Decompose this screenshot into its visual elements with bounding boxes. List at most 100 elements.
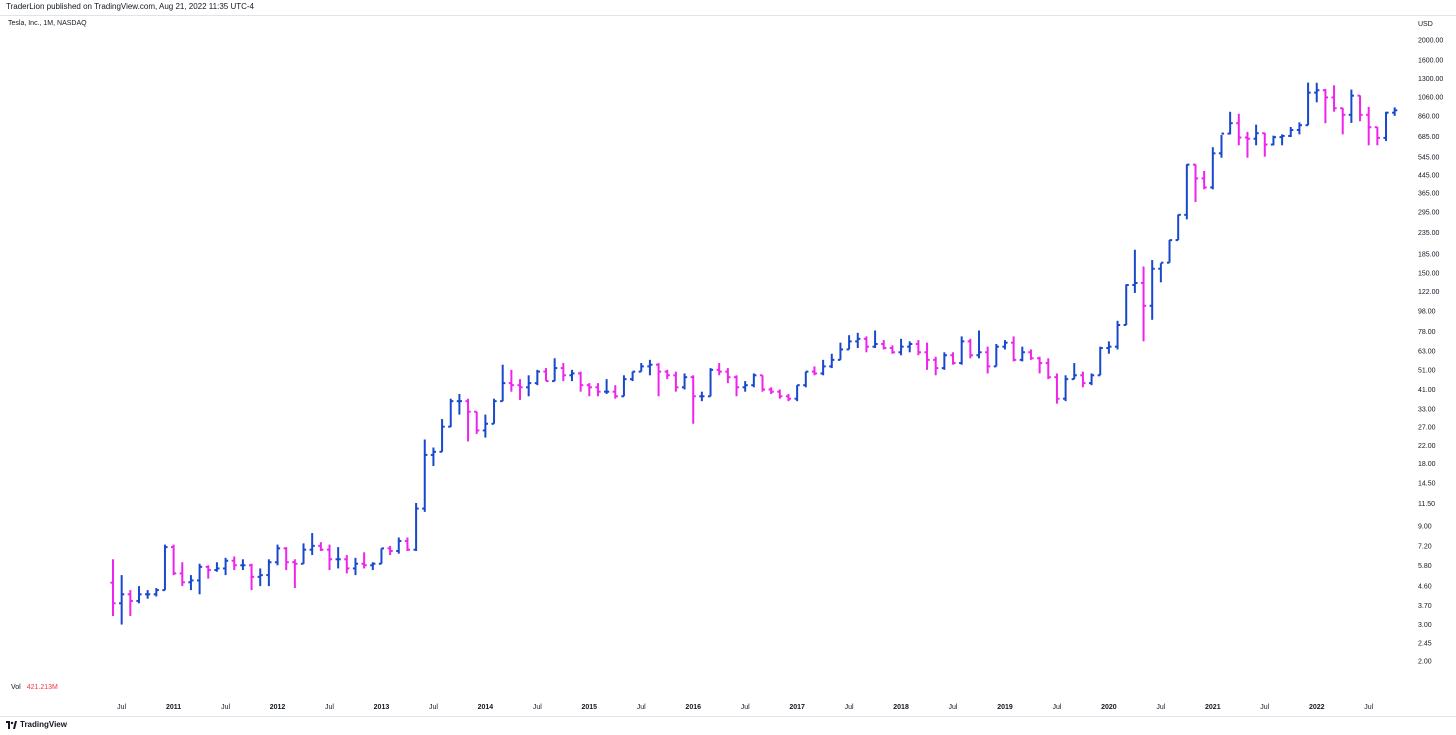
ohlc-bar: [621, 375, 627, 398]
ohlc-bar: [950, 352, 956, 365]
y-tick-label: 2000.00: [1418, 38, 1443, 45]
ohlc-bar: [1045, 358, 1051, 380]
ohlc-bar: [707, 368, 714, 398]
ohlc-bar: [959, 336, 965, 365]
ohlc-bar: [1322, 88, 1328, 124]
ohlc-bar: [1383, 111, 1389, 142]
ohlc-bar: [482, 414, 488, 438]
ohlc-bar: [716, 363, 722, 376]
y-tick-label: 3.00: [1418, 622, 1432, 629]
ohlc-bar: [222, 557, 229, 576]
x-tick-label: Jul: [1364, 704, 1373, 711]
ohlc-bar: [967, 338, 973, 359]
ohlc-bar: [257, 568, 263, 587]
ohlc-bar: [1063, 375, 1069, 402]
ohlc-bar: [1374, 126, 1380, 146]
ohlc-bar: [171, 544, 177, 576]
ohlc-bar: [1262, 132, 1268, 157]
ohlc-bar: [673, 371, 679, 392]
ohlc-bar: [413, 502, 419, 551]
y-tick-label: 18.00: [1418, 461, 1436, 468]
ohlc-bar: [612, 385, 618, 399]
ohlc-bar: [1140, 266, 1147, 342]
ohlc-bar: [456, 393, 462, 415]
ohlc-bar: [318, 542, 324, 551]
x-tick-label: Jul: [221, 704, 230, 711]
ohlc-bar: [846, 335, 852, 351]
x-tick-label: 2020: [1101, 704, 1117, 711]
ohlc-bar: [1184, 163, 1190, 220]
x-tick-label: 2014: [478, 704, 494, 711]
ohlc-bar: [915, 340, 921, 356]
y-tick-label: 98.00: [1418, 309, 1436, 316]
x-tick-label: Jul: [1052, 704, 1061, 711]
ohlc-bar: [344, 555, 350, 574]
ohlc-bar: [1054, 373, 1060, 404]
ohlc-bar: [145, 590, 151, 599]
ohlc-bar: [560, 363, 566, 382]
ohlc-bar: [1028, 349, 1034, 360]
ohlc-bar: [292, 559, 298, 589]
ohlc-bar: [197, 563, 203, 595]
x-axis[interactable]: Jul 2011 Jul 2012 Jul 2013 Jul 2014 Jul 2015 Jul 20…: [117, 704, 1373, 711]
y-tick-label: 3.70: [1418, 603, 1432, 610]
ohlc-bar: [1331, 85, 1337, 112]
ohlc-bar: [422, 439, 428, 512]
ohlc-bar: [266, 559, 272, 587]
y-tick-label: 150.00: [1418, 270, 1440, 277]
ohlc-bar: [1348, 89, 1354, 123]
ohlc-bar: [240, 559, 246, 571]
ohlc-bar: [309, 533, 315, 556]
x-tick-label: Jul: [429, 704, 438, 711]
ohlc-bar: [1166, 239, 1173, 264]
ohlc-bar: [933, 356, 939, 376]
y-tick-label: 5.80: [1418, 563, 1432, 570]
y-tick-label: 14.50: [1418, 480, 1436, 487]
ohlc-bar: [837, 342, 844, 361]
y-axis[interactable]: 2000.00 1600.00 1300.00 1060.00 860.00 685.00…: [1418, 38, 1443, 666]
tradingview-brand: TradingView: [20, 720, 67, 729]
tradingview-logo-icon: [6, 720, 17, 729]
ohlc-bar: [1149, 260, 1155, 320]
ohlc-bar: [387, 545, 393, 556]
ohlc-bar: [941, 352, 947, 370]
ohlc-bar: [578, 371, 584, 392]
ohlc-bar: [863, 336, 870, 353]
currency-label: USD: [1418, 21, 1433, 28]
ohlc-bar: [1002, 340, 1008, 350]
ohlc-bar: [803, 370, 809, 388]
ohlc-bar: [1227, 111, 1233, 135]
price-chart[interactable]: USD 2000.00 1600.00 1300.00 1060.00 860.00 68…: [0, 16, 1456, 716]
ohlc-bar: [647, 359, 653, 376]
tradingview-logo[interactable]: TradingView: [6, 720, 67, 729]
ohlc-bar: [335, 547, 341, 569]
ohlc-bar: [777, 389, 783, 399]
ohlc-bar: [733, 375, 740, 397]
ohlc-bar: [881, 340, 887, 350]
y-tick-label: 2.45: [1418, 640, 1432, 647]
y-tick-label: 295.00: [1418, 210, 1440, 217]
ohlc-bar: [543, 368, 549, 383]
ohlc-bar: [742, 381, 748, 392]
ohlc-bar: [231, 556, 237, 571]
ohlc-bar: [274, 544, 281, 566]
ohlc-bar: [924, 342, 930, 370]
ohlc-bar: [1106, 341, 1112, 354]
x-tick-label: Jul: [949, 704, 958, 711]
ohlc-bar: [655, 363, 662, 397]
volume-legend: Vol 421.213M: [11, 684, 58, 691]
x-tick-label: 2018: [893, 704, 909, 711]
y-tick-label: 33.00: [1418, 406, 1436, 413]
x-tick-label: Jul: [741, 704, 750, 711]
ohlc-bar: [586, 383, 592, 397]
ohlc-bar: [153, 588, 159, 597]
ohlc-bar: [1158, 261, 1164, 283]
ohlc-bar: [811, 366, 818, 376]
ohlc-bar: [119, 575, 125, 625]
x-tick-label: Jul: [117, 704, 126, 711]
y-tick-label: 2.00: [1418, 659, 1432, 666]
ohlc-bar: [1192, 163, 1199, 202]
ohlc-bar: [855, 332, 861, 349]
volume-label: Vol: [11, 684, 21, 691]
ohlc-bar: [1114, 320, 1121, 350]
